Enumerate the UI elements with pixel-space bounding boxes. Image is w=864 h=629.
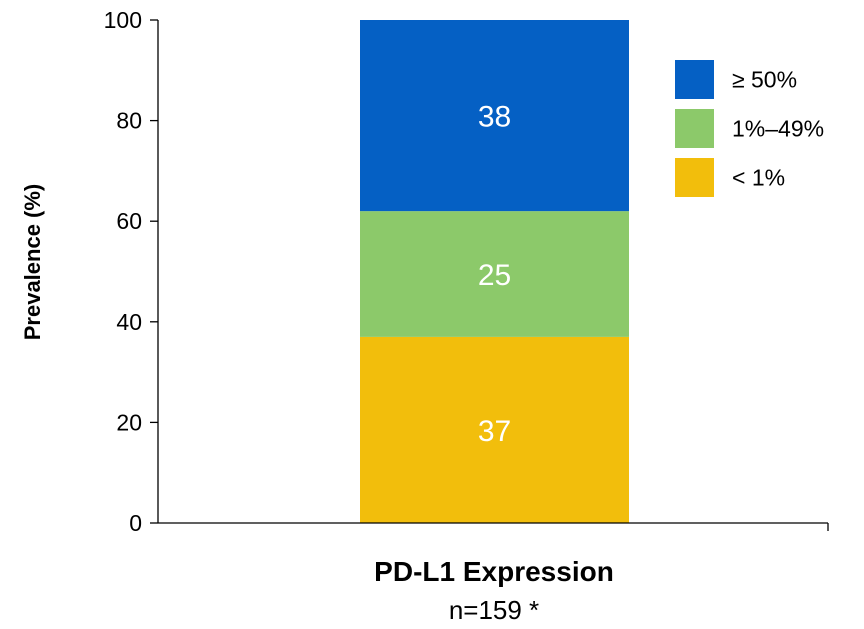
- legend-swatch-50: [675, 60, 714, 99]
- legend-swatch-1: [675, 158, 714, 197]
- value-label-1: 37: [478, 415, 511, 448]
- legend-label-50: ≥ 50%: [732, 67, 797, 93]
- y-tick-label: 0: [129, 510, 142, 536]
- legend-label-1-49: 1%–49%: [732, 116, 824, 142]
- sample-size-note: n=159 *: [449, 595, 539, 625]
- y-tick-label: 80: [116, 108, 142, 134]
- legend-swatch-1-49: [675, 109, 714, 148]
- bar-segment-1-49: [360, 211, 629, 337]
- bar-group: [360, 20, 629, 523]
- y-tick-label: 20: [116, 409, 142, 435]
- axes-group: [157, 20, 829, 531]
- y-tick-group: 0 20 40 60 80 100: [104, 7, 158, 536]
- y-tick-label: 40: [116, 309, 142, 335]
- bar-segment-1: [360, 336, 629, 523]
- legend-label-1: < 1%: [732, 165, 785, 191]
- y-tick-label: 60: [116, 208, 142, 234]
- value-label-50: 38: [478, 101, 511, 134]
- value-label-1-49: 25: [478, 259, 511, 292]
- y-tick-label: 100: [104, 7, 142, 33]
- x-axis-label: PD-L1 Expression: [374, 556, 614, 587]
- bar-segment-50: [360, 20, 629, 212]
- legend: ≥ 50% 1%–49% < 1%: [675, 60, 824, 197]
- y-axis-label: Prevalence (%): [20, 184, 45, 341]
- value-label-group: 37 25 38: [478, 101, 511, 448]
